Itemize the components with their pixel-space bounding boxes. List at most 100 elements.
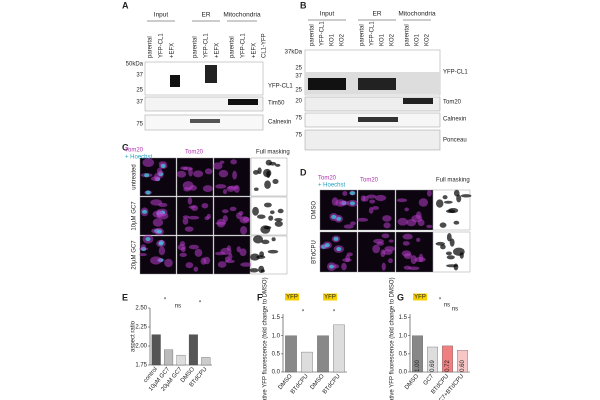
label: 0.0	[272, 370, 281, 376]
cell	[442, 195, 448, 200]
cell	[263, 168, 272, 178]
label: KO2	[390, 33, 396, 46]
cell	[350, 221, 356, 226]
label: 50kDa	[126, 62, 144, 68]
nucleus	[329, 264, 335, 269]
cell	[260, 269, 265, 273]
cell	[374, 194, 387, 202]
label: 0.5	[399, 351, 408, 357]
bar	[412, 335, 423, 373]
cell	[182, 181, 194, 190]
cell	[274, 220, 283, 227]
cell	[158, 246, 166, 256]
cell	[453, 189, 460, 197]
band	[358, 117, 398, 122]
bar	[442, 345, 453, 373]
label: 1.0	[272, 333, 281, 339]
band	[190, 119, 220, 123]
nucleus	[158, 241, 164, 246]
bar	[427, 346, 438, 373]
label: YFP-CL1	[268, 84, 293, 90]
cell	[239, 248, 247, 257]
cell	[342, 191, 348, 196]
cell	[179, 252, 187, 258]
cell	[269, 161, 277, 166]
label: Calnexin	[443, 117, 466, 123]
cell	[445, 251, 452, 256]
blot	[144, 61, 264, 96]
cell	[360, 195, 366, 202]
cell	[342, 258, 352, 262]
cell	[184, 226, 194, 232]
cell	[414, 257, 426, 263]
cell	[253, 187, 259, 191]
cell	[341, 262, 347, 271]
label: + Hoechst	[318, 183, 346, 189]
cell	[416, 237, 421, 242]
cell	[240, 225, 248, 235]
nucleus	[349, 191, 355, 196]
cell	[238, 211, 244, 216]
label: 1.75	[135, 363, 147, 369]
label: Tom20	[125, 148, 144, 154]
cell	[240, 262, 252, 267]
cell	[257, 167, 262, 175]
cell	[222, 215, 228, 223]
cell	[261, 239, 270, 245]
cell	[267, 249, 279, 254]
cell	[224, 256, 230, 263]
cell	[188, 205, 196, 209]
value-label: 1.00	[415, 360, 421, 372]
cell	[140, 244, 146, 250]
label: 2.25	[135, 325, 147, 331]
label: parental	[148, 36, 154, 58]
cell	[253, 235, 263, 244]
cell	[232, 170, 237, 180]
label: YFP	[414, 295, 426, 301]
cell	[366, 194, 377, 199]
cell	[264, 180, 271, 189]
micrograph	[213, 196, 251, 236]
cell	[152, 218, 164, 227]
cell	[164, 258, 173, 268]
label: parental	[310, 24, 316, 46]
cell	[275, 163, 281, 167]
label: 75	[136, 122, 143, 128]
label: 37kDa	[285, 50, 303, 56]
y-axis-label: aspect ratio	[131, 320, 137, 352]
cell	[212, 162, 223, 170]
label: KO2	[425, 33, 431, 46]
label: ER	[201, 12, 210, 19]
cell	[440, 244, 446, 250]
bar	[317, 335, 329, 373]
label: 0.5	[272, 351, 281, 357]
label: YFP-CL1	[159, 33, 165, 58]
cell	[456, 194, 462, 203]
x-tick-label: DMSO	[404, 373, 420, 391]
band	[358, 78, 396, 90]
label: *	[164, 298, 167, 304]
cell	[204, 216, 210, 221]
cell	[406, 219, 417, 227]
band	[403, 98, 433, 104]
cell	[263, 225, 272, 230]
label: A	[122, 0, 129, 10]
label: 1.0	[399, 333, 408, 339]
cell	[380, 249, 386, 258]
x-tick-label: GC7	[423, 373, 436, 387]
label: YFP	[324, 295, 336, 301]
cell	[453, 247, 465, 256]
label: ns	[444, 303, 450, 309]
cell	[401, 250, 412, 257]
value-label: 0.60	[460, 360, 466, 372]
label: 25	[136, 88, 143, 94]
cell	[156, 167, 163, 176]
band	[170, 75, 180, 87]
cell	[263, 202, 272, 208]
label: DMSO	[312, 201, 318, 219]
y-axis-label: relative YFP fluorescence (fold change t…	[263, 277, 269, 400]
bar	[188, 334, 198, 366]
label: ns	[175, 304, 181, 310]
cell	[448, 207, 459, 214]
cell	[268, 215, 274, 221]
